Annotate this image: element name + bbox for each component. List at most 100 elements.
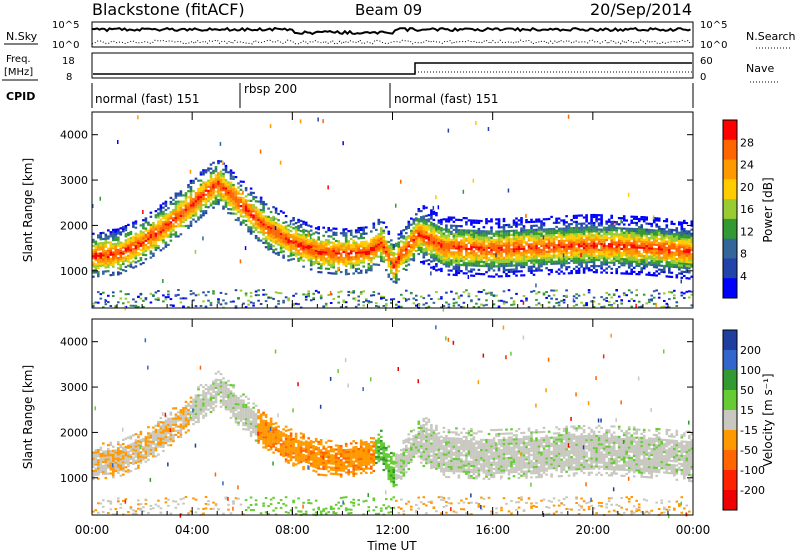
power-cell: [129, 230, 133, 234]
power-cell: [144, 298, 148, 301]
power-cell: [612, 243, 616, 246]
power-cell: [650, 225, 653, 228]
power-cell: [257, 222, 260, 226]
power-cell: [657, 252, 661, 255]
power-cell: [292, 241, 295, 244]
power-cell: [162, 216, 165, 219]
power-cell: [592, 236, 596, 239]
power-cell: [535, 257, 538, 260]
power-cell: [627, 254, 631, 257]
power-cell: [214, 182, 218, 185]
power-cell: [124, 225, 128, 228]
power-cell: [322, 119, 324, 124]
power-cell: [455, 263, 458, 266]
power-cell: [272, 249, 275, 252]
power-cell: [405, 264, 408, 267]
power-cell: [247, 209, 250, 212]
power-cell: [357, 249, 360, 252]
power-cell: [547, 232, 551, 235]
power-cell: [567, 247, 571, 250]
power-cell: [327, 261, 330, 264]
power-cell: [99, 264, 103, 267]
power-cell: [257, 225, 260, 228]
power-cell: [427, 228, 431, 231]
power-cell: [425, 302, 428, 305]
power-cell: [187, 212, 190, 215]
power-cell: [169, 221, 173, 224]
power-cell: [244, 205, 248, 208]
power-cell: [97, 301, 100, 304]
power-cell: [485, 218, 488, 221]
power-cell: [502, 290, 506, 293]
power-cell: [239, 209, 243, 212]
power-cell: [565, 227, 568, 230]
power-cell: [657, 260, 661, 263]
power-cell: [114, 257, 118, 260]
power-cell: [174, 233, 178, 236]
power-cell: [440, 241, 443, 244]
power-cell: [640, 234, 643, 237]
power-cell: [277, 237, 280, 240]
power-cell: [149, 211, 153, 214]
power-cell: [640, 224, 643, 227]
power-cell: [500, 234, 503, 237]
power-cell: [142, 253, 145, 256]
power-cell: [149, 250, 153, 253]
power-cell: [472, 178, 475, 183]
power-cell: [132, 304, 135, 307]
power-cell: [525, 297, 528, 300]
power-cell: [592, 228, 596, 231]
power-cell: [452, 265, 456, 268]
power-cell: [575, 241, 578, 244]
power-cell: [545, 238, 548, 241]
power-cell: [229, 204, 233, 207]
power-cell: [259, 221, 263, 224]
power-cell: [344, 258, 348, 261]
power-cell: [334, 270, 338, 273]
power-cell: [412, 228, 416, 231]
power-cell: [582, 230, 586, 233]
velocity-cell: [92, 478, 95, 481]
power-cell: [337, 262, 340, 265]
power-cell: [304, 221, 308, 224]
power-cell: [277, 233, 280, 236]
power-cell: [217, 180, 220, 183]
power-cell: [565, 251, 568, 255]
power-cell: [382, 239, 386, 243]
power-cell: [572, 243, 576, 246]
power-cell: [595, 228, 598, 231]
power-cell: [179, 212, 183, 215]
power-cell: [435, 224, 438, 227]
power-cell: [612, 229, 616, 232]
power-cell: [645, 240, 648, 244]
power-cell: [219, 170, 223, 173]
power-cell: [432, 239, 436, 242]
power-cell: [500, 242, 503, 245]
power-cell: [234, 289, 238, 292]
power-cell: [410, 244, 413, 247]
power-cell: [635, 256, 638, 259]
power-cell: [229, 198, 233, 201]
power-cell: [635, 230, 638, 233]
power-cell: [610, 267, 613, 270]
power-cell: [415, 243, 418, 246]
power-cell: [495, 244, 498, 247]
power-cell: [177, 225, 180, 228]
power-cell: [357, 303, 360, 306]
power-cell: [159, 218, 163, 221]
power-cell: [630, 246, 633, 249]
power-cell: [367, 256, 371, 259]
power-cell: [267, 215, 270, 218]
power-cell: [575, 259, 578, 262]
power-cell: [267, 219, 270, 222]
power-cell: [194, 208, 198, 211]
power-cell: [289, 258, 293, 261]
power-cell: [202, 191, 205, 194]
power-cell: [567, 272, 571, 275]
power-cell: [420, 248, 423, 251]
power-cell: [507, 268, 511, 271]
power-cell: [187, 204, 190, 207]
power-cell: [450, 241, 453, 244]
power-cell: [317, 228, 320, 231]
power-cell: [492, 232, 496, 235]
